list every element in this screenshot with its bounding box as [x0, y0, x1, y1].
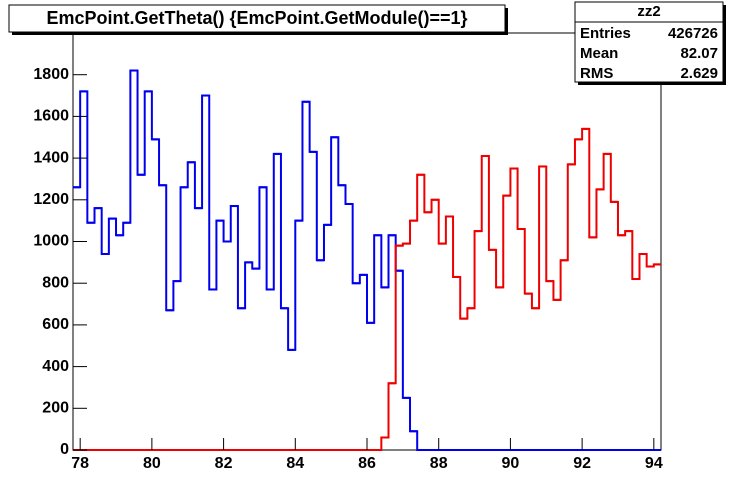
y-tick-label: 600: [42, 316, 69, 333]
stat-value: 2.629: [680, 65, 718, 82]
stat-value: 82.07: [680, 45, 718, 62]
y-tick-label: 1200: [33, 191, 69, 208]
x-tick-label: 82: [215, 455, 233, 472]
x-tick-label: 90: [502, 455, 520, 472]
frame: [72, 32, 662, 451]
stats-title: zz2: [637, 3, 660, 20]
y-tick-label: 0: [60, 441, 69, 458]
y-tick-label: 1600: [33, 108, 69, 125]
y-tick-label: 1000: [33, 233, 69, 250]
stat-label: Mean: [580, 45, 618, 62]
y-tick-label: 200: [42, 400, 69, 417]
y-tick-label: 400: [42, 358, 69, 375]
x-tick-label: 88: [430, 455, 448, 472]
axes: 0 200 400 600 800 1000 1200 1400 1600 1800 78 80 82 8…: [33, 66, 662, 472]
marks: [73, 69, 661, 451]
stats-box: [574, 1, 724, 83]
stats-rows: Entries 426726 Mean 82.07 RMS 2.629: [580, 25, 718, 82]
stat-value: 426726: [668, 25, 718, 42]
title-box: [8, 4, 506, 33]
chart-title: EmcPoint.GetTheta() {EmcPoint.GetModule(…: [46, 8, 467, 28]
stat-label: RMS: [580, 65, 613, 82]
x-tick-label: 80: [143, 455, 161, 472]
x-tick-label: 78: [71, 455, 89, 472]
x-tick-label: 86: [358, 455, 376, 472]
y-tick-label: 1400: [33, 149, 69, 166]
x-tick-label: 94: [645, 455, 663, 472]
y-tick-label: 1800: [33, 66, 69, 83]
y-tick-label: 800: [42, 274, 69, 291]
x-tick-label: 84: [286, 455, 304, 472]
stat-label: Entries: [580, 25, 631, 42]
x-tick-label: 92: [573, 455, 591, 472]
